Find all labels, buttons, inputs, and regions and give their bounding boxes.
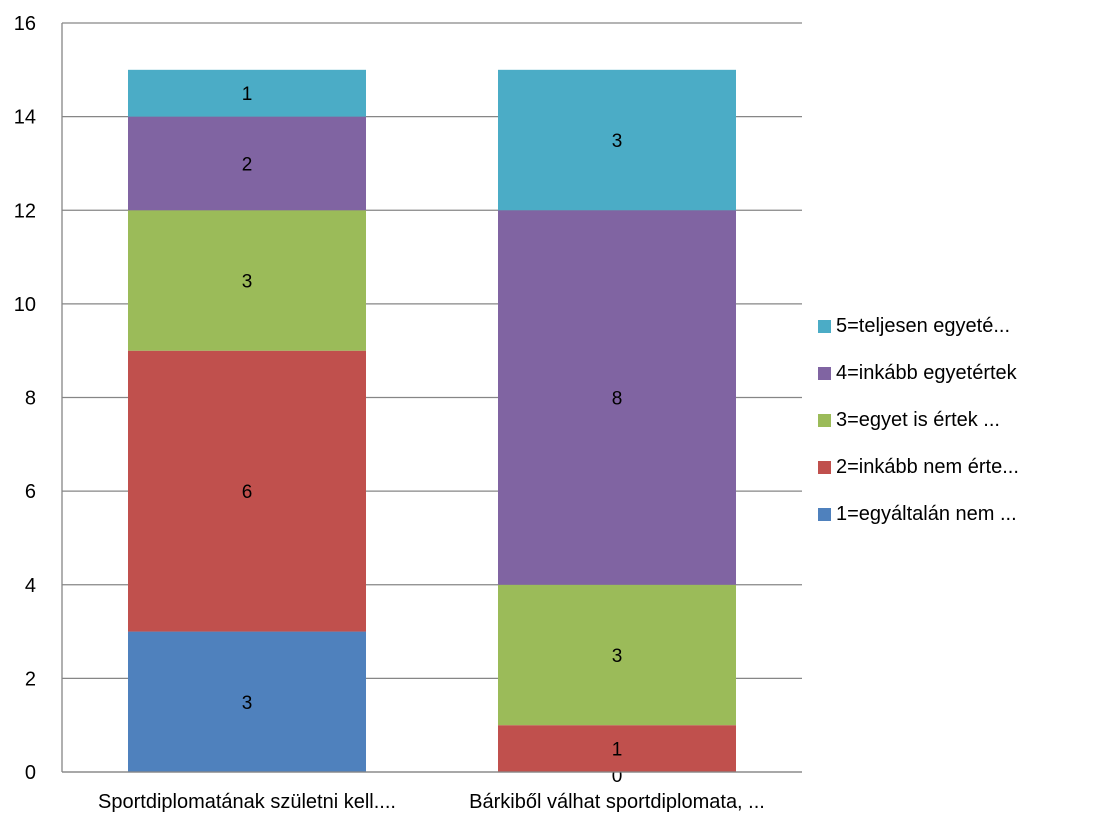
data-label: 3 — [612, 646, 623, 667]
y-tick-label: 2 — [25, 668, 36, 690]
data-label: 6 — [242, 482, 253, 503]
data-label: 3 — [242, 271, 253, 292]
y-tick-label: 0 — [25, 762, 36, 784]
bar-segment — [128, 631, 366, 772]
y-tick-label: 10 — [14, 294, 36, 316]
legend-swatch — [818, 508, 831, 521]
data-label: 1 — [242, 84, 253, 105]
y-tick-label: 4 — [25, 575, 36, 597]
legend-item: 1=egyáltalán nem ... — [818, 491, 1094, 538]
bar-segment — [128, 69, 366, 117]
legend-item: 2=inkább nem érte... — [818, 444, 1094, 491]
bar-segment — [498, 584, 736, 726]
bar-segment — [128, 350, 366, 632]
legend-label: 1=egyáltalán nem ... — [836, 503, 1017, 525]
legend-label: 3=egyet is értek ... — [836, 409, 1000, 431]
data-label: 2 — [242, 154, 253, 175]
legend-swatch — [818, 320, 831, 333]
y-tick-label: 8 — [25, 388, 36, 410]
legend-label: 2=inkább nem érte... — [836, 456, 1019, 478]
bar-segment — [128, 116, 366, 211]
data-label: 0 — [612, 766, 623, 787]
legend: 5=teljesen egyeté... 4=inkább egyetértek 3… — [818, 303, 1094, 538]
data-label: 3 — [612, 131, 623, 152]
x-category-label: Sportdiplomatának születni kell.... — [98, 791, 396, 813]
data-label: 8 — [612, 389, 623, 410]
bar-segment — [498, 210, 736, 585]
legend-label: 4=inkább egyetértek — [836, 362, 1017, 384]
legend-label: 5=teljesen egyeté... — [836, 315, 1011, 337]
legend-swatch — [818, 367, 831, 380]
x-category-label: Bárkiből válhat sportdiplomata, ... — [469, 791, 765, 813]
data-label: 3 — [242, 693, 253, 714]
data-label: 1 — [612, 740, 623, 761]
legend-swatch — [818, 461, 831, 474]
y-tick-label: 6 — [25, 481, 36, 503]
legend-item: 5=teljesen egyeté... — [818, 303, 1094, 350]
y-tick-label: 16 — [14, 13, 36, 35]
legend-swatch — [818, 414, 831, 427]
legend-item: 3=egyet is értek ... — [818, 397, 1094, 444]
y-tick-label: 14 — [14, 107, 36, 129]
bar-segment — [128, 210, 366, 351]
bar-segment — [498, 69, 736, 211]
legend-item: 4=inkább egyetértek — [818, 350, 1094, 397]
bar-segment — [498, 725, 736, 772]
y-tick-label: 12 — [14, 200, 36, 222]
